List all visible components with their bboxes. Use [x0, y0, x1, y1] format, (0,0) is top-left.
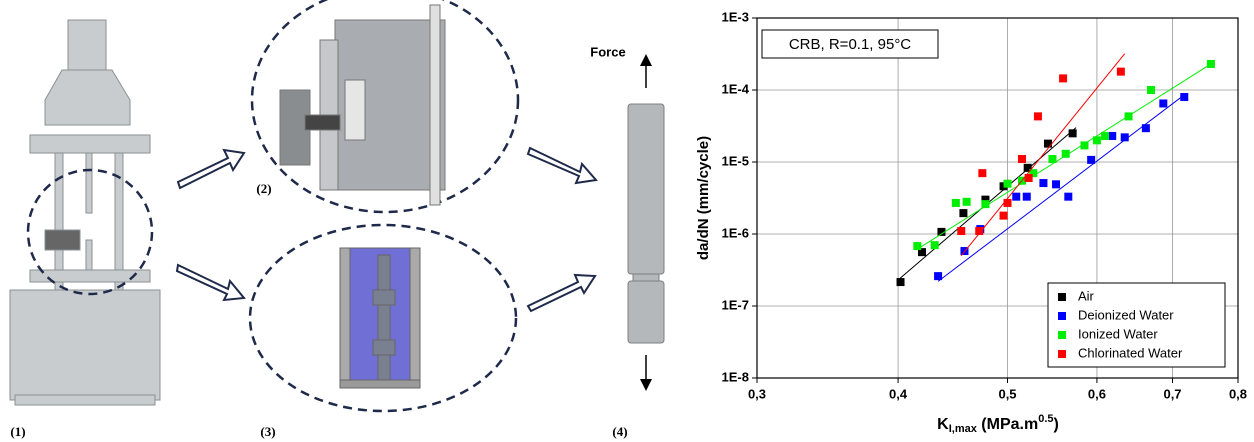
data-point	[952, 199, 960, 207]
data-point	[981, 200, 989, 208]
panel-label: (3)	[260, 424, 275, 439]
chart: 1E-8 1E-7 1E-6 1E-5 1E-4 1E-3 0,3 0,4 0,5 0,6 0,7 0…	[722, 9, 1248, 401]
legend-label: Deionized Water	[1078, 307, 1174, 322]
x-axis-title-part: K	[937, 416, 949, 433]
data-point	[1159, 99, 1167, 107]
data-point	[1081, 141, 1089, 149]
data-point	[931, 241, 939, 249]
force-label: Force	[590, 44, 625, 59]
x-tick-label: 0,6	[1088, 386, 1106, 401]
data-point	[1052, 180, 1060, 188]
x-tick-label: 0,5	[998, 386, 1016, 401]
data-point	[1012, 193, 1020, 201]
data-point	[1087, 156, 1095, 164]
data-point	[1048, 155, 1056, 163]
data-point	[1059, 74, 1067, 82]
data-point	[1018, 155, 1026, 163]
y-tick-label: 1E-6	[722, 225, 749, 240]
figure: Force (1) (2) (3) (4) 1E-81E-71E-61E-51E…	[0, 0, 1254, 442]
data-point	[1069, 129, 1077, 137]
panel-label: (1)	[10, 424, 25, 439]
data-point	[913, 242, 921, 250]
legend-label: Air	[1078, 288, 1095, 303]
y-tick-label: 1E-5	[722, 153, 749, 168]
data-point	[1044, 140, 1052, 148]
data-point	[1108, 132, 1116, 140]
x-tick-label: 0,3	[748, 386, 766, 401]
data-point	[1093, 136, 1101, 144]
data-point	[1034, 112, 1042, 120]
panel-label: (2)	[256, 181, 271, 196]
data-point	[1147, 86, 1155, 94]
y-tick-label: 1E-3	[722, 9, 749, 24]
legend-marker	[1058, 331, 1066, 339]
data-point	[1062, 150, 1070, 158]
annotation: CRB, R=0.1, 95°C	[789, 36, 911, 53]
data-point	[975, 227, 983, 235]
data-point	[1117, 68, 1125, 76]
fixture	[340, 248, 420, 388]
data-point	[1207, 60, 1215, 68]
data-point	[1121, 133, 1129, 141]
x-axis-title-part: (MPa.m	[977, 416, 1038, 433]
data-point	[963, 198, 971, 206]
x-axis-title-part: )	[1054, 416, 1059, 433]
x-axis-title-part: 0.5	[1038, 413, 1053, 425]
x-tick-label: 0,8	[1229, 386, 1247, 401]
data-point	[897, 278, 905, 286]
data-point	[978, 169, 986, 177]
data-point	[1039, 179, 1047, 187]
legend-marker	[1058, 293, 1066, 301]
x-axis-title-part: I,max	[949, 423, 978, 435]
legend-label: Ionized Water	[1078, 326, 1158, 341]
data-point	[1064, 193, 1072, 201]
y-tick-label: 1E-7	[722, 297, 749, 312]
x-tick-label: 0,7	[1163, 386, 1181, 401]
panel-label: (4)	[612, 424, 627, 439]
data-point	[1025, 174, 1033, 182]
x-tick-label: 0,4	[889, 386, 908, 401]
y-tick-label: 1E-4	[722, 81, 750, 96]
x-axis-title: KI,max (MPa.m0.5)	[937, 413, 1059, 435]
data-point	[1023, 193, 1031, 201]
data-point	[1004, 199, 1012, 207]
data-point	[1142, 124, 1150, 132]
y-tick-label: 1E-8	[722, 369, 749, 384]
data-point	[957, 227, 965, 235]
data-point	[1125, 112, 1133, 120]
y-axis-title: da/dN (mm/cycle)	[695, 136, 712, 260]
test-machine	[10, 20, 160, 405]
data-point	[1180, 93, 1188, 101]
data-point	[1101, 132, 1109, 140]
legend-label: Chlorinated Water	[1078, 345, 1183, 360]
data-point	[1004, 180, 1012, 188]
data-point	[1000, 212, 1008, 220]
specimen-rod	[628, 104, 664, 343]
data-point	[959, 209, 967, 217]
environmental-chamber	[280, 5, 445, 205]
legend-marker	[1058, 312, 1066, 320]
legend-marker	[1058, 350, 1066, 358]
data-point	[934, 272, 942, 280]
